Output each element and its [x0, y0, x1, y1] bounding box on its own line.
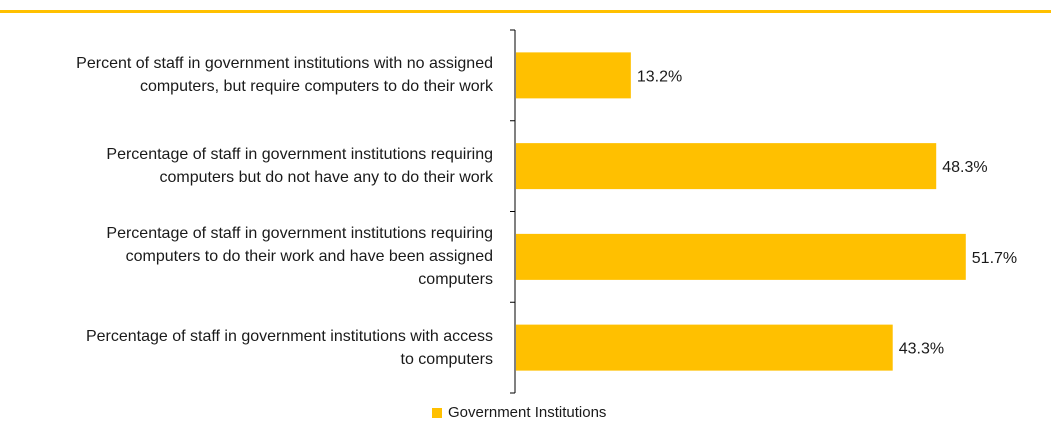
bar-2: [516, 233, 966, 280]
category-label-line: Percentage of staff in government instit…: [106, 146, 493, 164]
bar-1: [516, 143, 937, 190]
bar-0: [516, 52, 631, 99]
bar-chart: 13.2% 48.3% 51.7% 43.3%: [510, 29, 1017, 394]
category-label-line: Percent of staff in government instituti…: [76, 55, 493, 73]
category-label-line: Percentage of staff in government instit…: [106, 225, 493, 243]
top-rule: [0, 10, 1051, 13]
bar-3: [516, 324, 893, 371]
category-label-line: Percentage of staff in government instit…: [85, 327, 493, 345]
category-label-line: computers to do their work and have been…: [125, 248, 493, 266]
value-label-3: 43.3%: [899, 341, 944, 358]
category-label-3: Percentage of staff in government instit…: [0, 325, 493, 371]
category-label-0: Percent of staff in government instituti…: [0, 52, 493, 98]
category-label-1: Percentage of staff in government instit…: [0, 143, 493, 189]
category-label-line: computers, but require computers to do t…: [139, 78, 493, 96]
category-label-2: Percentage of staff in government instit…: [0, 222, 493, 291]
value-label-1: 48.3%: [942, 159, 987, 176]
legend-swatch: [432, 407, 442, 418]
value-label-2: 51.7%: [972, 250, 1017, 267]
legend: Government Institutions: [432, 404, 606, 421]
category-label-line: computers: [418, 271, 493, 289]
legend-label: Government Institutions: [448, 404, 607, 421]
category-label-line: to computers: [400, 350, 493, 368]
category-label-line: computers but do not have any to do thei…: [159, 169, 493, 187]
value-label-0: 13.2%: [637, 68, 682, 85]
